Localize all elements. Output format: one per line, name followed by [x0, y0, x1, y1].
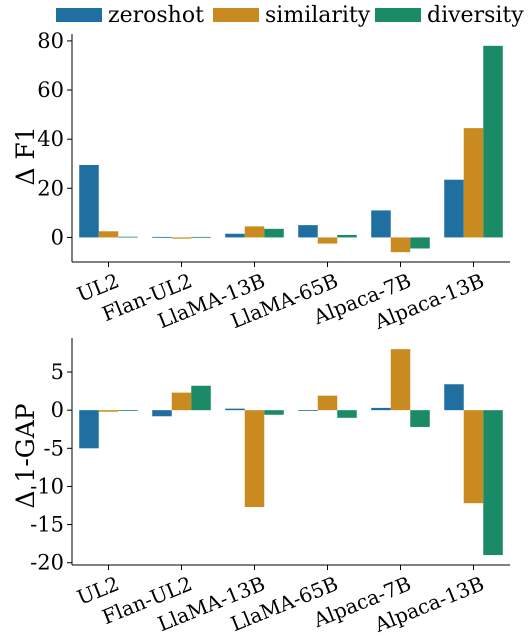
bar-zeroshot-Alpaca-7B	[371, 210, 391, 238]
bar-zeroshot-LlaMA-65B	[298, 410, 318, 411]
bar-zeroshot-Alpaca-7B	[371, 407, 391, 411]
bar-diversity-Alpaca-7B	[410, 237, 430, 249]
legend-swatch-similarity	[213, 8, 259, 22]
bar-diversity-Flan-UL2	[191, 236, 211, 238]
legend-label-zeroshot: zeroshot	[108, 2, 204, 28]
y-axis-label: Δ F1	[11, 126, 40, 185]
bar-zeroshot-Alpaca-13B	[444, 384, 464, 411]
legend-swatch-diversity	[375, 8, 421, 22]
bar-zeroshot-LlaMA-13B	[225, 233, 245, 238]
bar-similarity-LlaMA-65B	[317, 237, 338, 244]
chart-panel-2: 50-5-10-15-20UL2Flan-UL2LlaMA-13BLlaMA-6…	[11, 338, 510, 637]
bar-similarity-LlaMA-13B	[244, 226, 265, 238]
bar-similarity-Alpaca-7B	[390, 237, 411, 253]
bar-diversity-UL2	[118, 236, 138, 238]
bar-similarity-Flan-UL2	[171, 237, 192, 239]
bar-diversity-UL2	[118, 410, 138, 411]
y-tick-label: -5	[44, 436, 64, 460]
bar-similarity-Flan-UL2	[171, 392, 192, 411]
y-tick-label: 0	[51, 225, 64, 249]
bar-diversity-LlaMA-65B	[337, 234, 357, 238]
bar-diversity-Alpaca-7B	[410, 410, 430, 427]
y-tick-label: -10	[30, 474, 64, 498]
bar-similarity-Alpaca-13B	[463, 128, 484, 238]
bar-diversity-LlaMA-65B	[337, 410, 357, 418]
bar-zeroshot-UL2	[79, 164, 99, 238]
bar-zeroshot-UL2	[79, 410, 99, 449]
bar-zeroshot-Flan-UL2	[152, 410, 172, 417]
bar-zeroshot-LlaMA-13B	[225, 408, 245, 411]
bar-diversity-Flan-UL2	[191, 385, 211, 411]
bar-similarity-UL2	[98, 231, 119, 238]
legend-label-diversity: diversity	[427, 2, 524, 28]
bar-similarity-Alpaca-7B	[390, 349, 411, 411]
bar-similarity-Alpaca-13B	[463, 410, 484, 504]
chart-legend: zeroshot similarity diversity	[0, 0, 529, 30]
legend-swatch-zeroshot	[56, 8, 102, 22]
y-tick-label: 40	[37, 127, 64, 151]
y-tick-label: 5	[51, 360, 64, 384]
y-tick-label: 20	[37, 176, 64, 200]
chart-panel-1: 020406080UL2Flan-UL2LlaMA-13BLlaMA-65BAl…	[11, 29, 510, 334]
y-tick-label: -20	[30, 551, 64, 575]
legend-label-similarity: similarity	[265, 2, 371, 28]
bar-similarity-UL2	[98, 410, 119, 412]
y-tick-label: 0	[51, 398, 64, 422]
bar-diversity-LlaMA-13B	[264, 228, 284, 238]
bar-zeroshot-LlaMA-65B	[298, 225, 318, 238]
bar-zeroshot-Alpaca-13B	[444, 179, 464, 238]
legend-item-diversity: diversity	[375, 2, 524, 28]
y-tick-label: -15	[30, 513, 64, 537]
y-tick-label: 80	[37, 29, 64, 53]
legend-item-similarity: similarity	[213, 2, 370, 28]
bar-similarity-LlaMA-65B	[317, 395, 338, 411]
bar-diversity-Alpaca-13B	[483, 410, 503, 556]
bar-zeroshot-Flan-UL2	[152, 236, 172, 238]
bar-diversity-LlaMA-13B	[264, 410, 284, 415]
y-axis-label: Δ 1-GAP	[11, 403, 40, 508]
legend-item-zeroshot: zeroshot	[56, 2, 204, 28]
bar-diversity-Alpaca-13B	[483, 45, 503, 238]
bar-similarity-LlaMA-13B	[244, 410, 265, 508]
y-tick-label: 60	[37, 78, 64, 102]
